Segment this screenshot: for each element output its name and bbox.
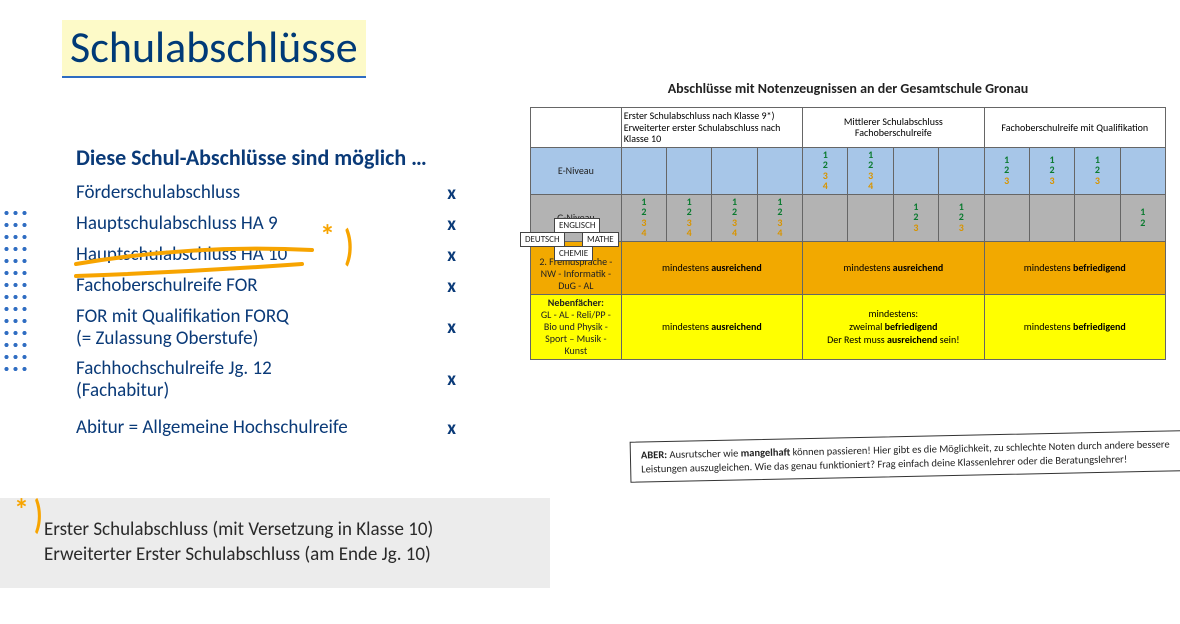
nf-col3: mindestens befriedigend <box>984 294 1165 359</box>
list-item: Abitur = Allgemeine Hochschulreife x <box>76 413 476 444</box>
list-label: Hauptschulabschluss HA 10 <box>76 244 287 266</box>
col-header: Fachoberschulreife mit Qualifikation <box>984 108 1165 148</box>
page-title: Schulabschlüsse <box>62 20 366 78</box>
nf-row: Nebenfächer:GL - AL - Reli/PP - Bio und … <box>531 294 1166 359</box>
footnote-text: Erster Schulabschluss (mit Versetzung in… <box>44 518 433 567</box>
grade-cell <box>848 194 893 241</box>
x-mark-icon: x <box>447 244 476 267</box>
nf-label-cell: Nebenfächer:GL - AL - Reli/PP - Bio und … <box>531 294 622 359</box>
grade-cell: 1234 <box>757 194 802 241</box>
list-item: Hauptschulabschluss HA 10 x <box>76 240 476 271</box>
list-item: Hauptschulabschluss HA 9 x <box>76 209 476 240</box>
list-label: Abitur = Allgemeine Hochschulreife <box>76 417 348 439</box>
grade-cell <box>803 194 848 241</box>
x-mark-icon: x <box>447 275 476 298</box>
corner-cell <box>531 108 622 148</box>
grade-cell <box>757 147 802 194</box>
grade-cell: 123 <box>939 194 984 241</box>
table-title: Abschlüsse mit Notenzeugnissen an der Ge… <box>530 80 1166 97</box>
decorative-dots <box>2 210 30 378</box>
row-label: E-Niveau <box>531 147 622 194</box>
list-heading: Diese Schul-Abschlüsse sind möglich … <box>76 144 427 171</box>
x-mark-icon: x <box>447 213 476 236</box>
list-item: Förderschulabschluss x <box>76 178 476 209</box>
col-header: Erster Schulabschluss nach Klasse 9*) Er… <box>621 108 802 148</box>
list-label: FOR mit Qualifikation FORQ (= Zulassung … <box>76 306 289 350</box>
footnote-line: Erweiterter Erster Schulabschluss (am En… <box>44 543 433 568</box>
grade-cell <box>621 147 666 194</box>
nf-sub: GL - AL - Reli/PP - Bio und Physik - Spo… <box>541 308 611 357</box>
nf-col1: mindestens ausreichend <box>621 294 802 359</box>
list-label: Hauptschulabschluss HA 9 <box>76 213 278 235</box>
wp-col2: mindestens ausreichend <box>803 241 984 294</box>
grade-cell <box>712 147 757 194</box>
grade-cell: 123 <box>1075 147 1120 194</box>
grade-cell <box>1120 147 1165 194</box>
grade-cell <box>1029 194 1074 241</box>
grade-cell: 1234 <box>712 194 757 241</box>
row-label: G-Niveau <box>531 194 622 241</box>
qualification-list: Förderschulabschluss x Hauptschulabschlus… <box>76 178 476 444</box>
list-item: Fachoberschulreife FOR x <box>76 271 476 302</box>
list-label: Fachoberschulreife FOR <box>76 275 258 297</box>
grade-cell: 1234 <box>848 147 893 194</box>
grade-cell <box>1075 194 1120 241</box>
list-item: FOR mit Qualifikation FORQ (= Zulassung … <box>76 302 476 354</box>
grade-cell: 123 <box>893 194 938 241</box>
footnote-asterisk: * <box>14 492 29 529</box>
wp-col3: mindestens befriedigend <box>984 241 1165 294</box>
grades-table-wrap: Abschlüsse mit Notenzeugnissen an der Ge… <box>530 80 1166 360</box>
footnote-line: Erster Schulabschluss (mit Versetzung in… <box>44 518 433 543</box>
grade-cell <box>893 147 938 194</box>
table-header-row: Erster Schulabschluss nach Klasse 9*) Er… <box>531 108 1166 148</box>
grade-cell <box>667 147 712 194</box>
wp-col1: mindestens ausreichend <box>621 241 802 294</box>
grade-cell: 1234 <box>803 147 848 194</box>
grade-cell: 1234 <box>621 194 666 241</box>
nf-col2: mindestens:zweimal befriedigendDer Rest … <box>803 294 984 359</box>
grades-table: Erster Schulabschluss nach Klasse 9*) Er… <box>530 107 1166 360</box>
grade-cell <box>984 194 1029 241</box>
grade-cell: 123 <box>1029 147 1074 194</box>
grade-cell <box>939 147 984 194</box>
e-niveau-row: E-Niveau 1234 1234 123 123 123 <box>531 147 1166 194</box>
list-label: Förderschulabschluss <box>76 182 240 204</box>
wp-label-cell: WP:2. Fremdsprache - NW - Informatik - D… <box>531 241 622 294</box>
x-mark-icon: x <box>447 417 476 440</box>
list-item: Fachhochschulreife Jg. 12 (Fachabitur) x <box>76 354 476 406</box>
grade-cell: 12 <box>1120 194 1165 241</box>
asterisk-annotation: * <box>320 218 335 255</box>
wp-row: WP:2. Fremdsprache - NW - Informatik - D… <box>531 241 1166 294</box>
x-mark-icon: x <box>447 368 476 391</box>
x-mark-icon: x <box>447 316 476 339</box>
grade-cell: 123 <box>984 147 1029 194</box>
g-niveau-row: G-Niveau 1234 1234 1234 1234 123 123 12 <box>531 194 1166 241</box>
footnote-paren: ) <box>34 490 43 539</box>
col-header: Mittlerer Schulabschluss Fachoberschulre… <box>803 108 984 148</box>
title-text: Schulabschlüsse <box>70 20 358 74</box>
grade-cell: 1234 <box>667 194 712 241</box>
aber-note: ABER: Ausrutscher wie mangelhaft können … <box>630 430 1180 483</box>
paren-annotation: ) <box>344 218 354 272</box>
list-label: Fachhochschulreife Jg. 12 (Fachabitur) <box>76 358 272 402</box>
wp-sub: 2. Fremdsprache - NW - Informatik - DuG … <box>539 255 612 292</box>
x-mark-icon: x <box>447 182 476 205</box>
